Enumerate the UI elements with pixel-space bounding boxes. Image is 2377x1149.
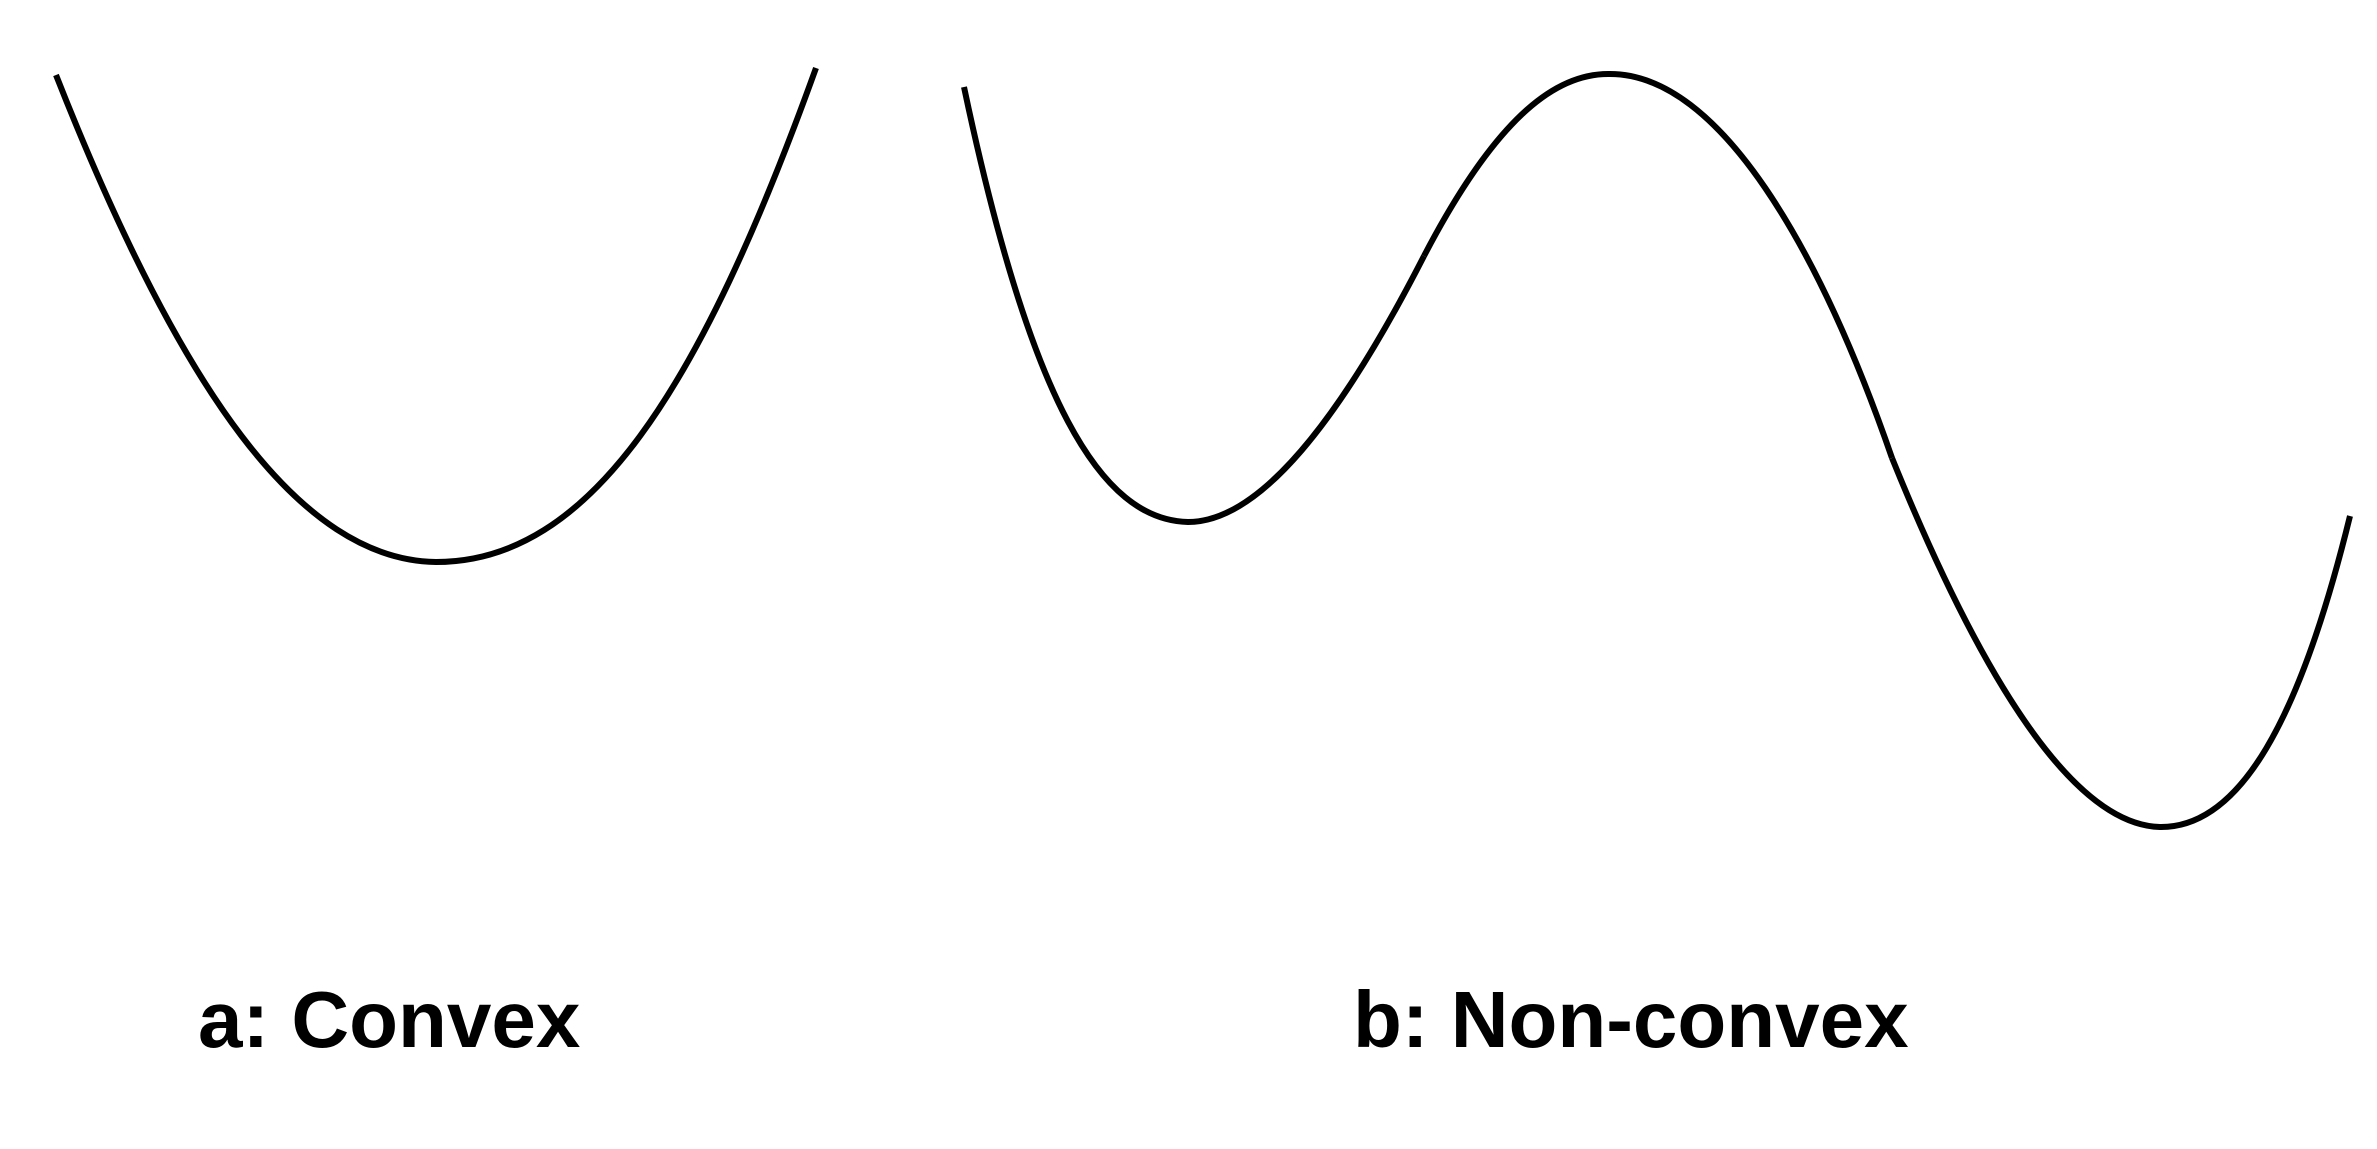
non-convex-curve-segment-2 [1421,70,1895,459]
panel-a-caption: a: Convex [198,975,581,1064]
panel-b-non-convex [961,70,2353,831]
panel-a-convex [53,66,819,565]
non-convex-curve-segment-3 [1889,456,2353,831]
panel-b-caption: b: Non-convex [1353,975,1909,1064]
non-convex-curve-segment-1 [961,86,1427,525]
convex-curve [53,66,819,565]
